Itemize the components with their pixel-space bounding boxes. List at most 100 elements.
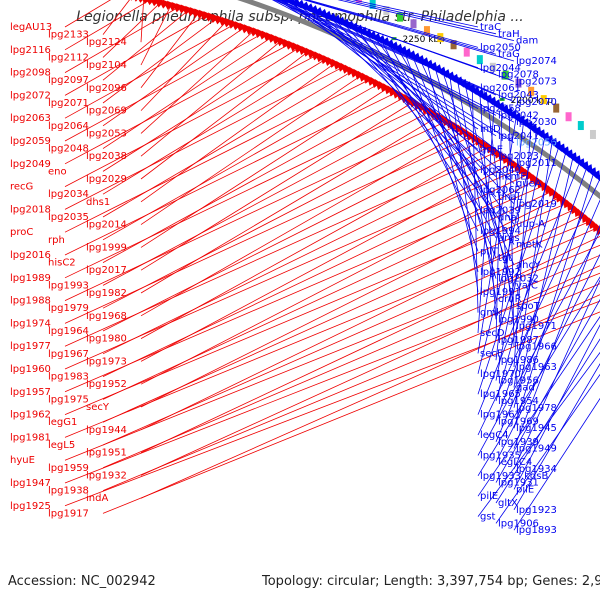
gene-label[interactable]: lpg1971	[516, 321, 557, 332]
gene-label[interactable]: secY	[86, 402, 110, 413]
gene-label[interactable]: lpg1964	[48, 326, 89, 337]
gene-label[interactable]: legG1	[48, 417, 77, 428]
reverse-gene[interactable]	[146, 0, 160, 7]
forward-gene[interactable]	[595, 173, 600, 186]
gene-label[interactable]: traC	[480, 22, 501, 33]
gene-label[interactable]: lpg1959	[48, 463, 89, 474]
reverse-gene[interactable]	[376, 79, 389, 93]
reverse-gene[interactable]	[210, 11, 223, 25]
gene-label[interactable]: grpE	[480, 144, 503, 155]
gene-label[interactable]: lpg2104	[86, 60, 127, 71]
reverse-gene[interactable]	[219, 14, 232, 28]
gene-label[interactable]: hyuE	[10, 455, 35, 466]
gene-label[interactable]: lpg1954	[498, 396, 539, 407]
gene-label[interactable]: lpg1987	[498, 335, 539, 346]
gene-label[interactable]: lpg1931	[498, 478, 539, 489]
reverse-gene[interactable]	[241, 21, 255, 35]
gene-label[interactable]: lpg1973	[86, 356, 127, 367]
gene-label[interactable]: lpg1944	[86, 425, 127, 436]
gene-label[interactable]: lpg2023	[498, 151, 539, 162]
reverse-gene[interactable]	[307, 47, 321, 61]
gene-label[interactable]: lpg1923	[516, 505, 557, 516]
reverse-gene[interactable]	[254, 26, 268, 40]
gene-label[interactable]: traG	[498, 49, 520, 60]
gene-label[interactable]: hemE	[498, 172, 527, 183]
gene-label[interactable]: lpg2044	[480, 63, 521, 74]
gene-label[interactable]: lpg1991	[480, 287, 521, 298]
gene-label[interactable]: lpg1977	[10, 341, 51, 352]
reverse-gene[interactable]	[200, 8, 214, 22]
reverse-gene[interactable]	[592, 222, 600, 235]
gene-label[interactable]: legC4	[480, 430, 509, 441]
gene-label[interactable]: lpg2078	[498, 70, 539, 81]
gene-label[interactable]: lpg2019	[516, 199, 557, 210]
gene-label[interactable]: lpg1988	[10, 296, 51, 307]
gene-label[interactable]: lpg2071	[48, 98, 89, 109]
gene-label[interactable]: gad	[516, 382, 535, 393]
reverse-gene[interactable]	[346, 64, 360, 78]
gene-label[interactable]: pilE	[516, 484, 534, 495]
gene-label[interactable]: lpg2096	[86, 83, 127, 94]
reverse-gene[interactable]	[182, 3, 196, 17]
gene-label[interactable]: lpg2043	[498, 90, 539, 101]
reverse-gene[interactable]	[350, 66, 364, 80]
reverse-gene[interactable]	[342, 62, 355, 76]
gene-label[interactable]: legAU13	[10, 22, 52, 33]
reverse-gene[interactable]	[298, 43, 312, 57]
gene-label[interactable]: lpg2018	[10, 204, 51, 215]
reverse-gene[interactable]	[380, 81, 393, 95]
gene-label[interactable]: legLC4	[498, 457, 532, 468]
reverse-gene[interactable]	[354, 68, 368, 82]
gene-label[interactable]: lpg1981	[10, 432, 51, 443]
gene-label[interactable]: lpg2035	[48, 212, 89, 223]
reverse-gene[interactable]	[272, 33, 286, 47]
gene-label[interactable]: lpg2042	[498, 110, 539, 121]
reverse-gene[interactable]	[329, 56, 342, 70]
reverse-gene[interactable]	[236, 20, 250, 34]
gene-label[interactable]: lpg2073	[516, 76, 557, 87]
gene-label[interactable]: oruR	[498, 294, 522, 305]
gene-label[interactable]: lpg1962	[10, 410, 51, 421]
gene-label[interactable]: lpg1978	[516, 403, 557, 414]
gene-label[interactable]: lpg2063	[10, 113, 51, 124]
gene-label[interactable]: lpg1969	[498, 416, 539, 427]
gene-label[interactable]: lpg1979	[48, 303, 89, 314]
gene-label[interactable]: lpg2030	[516, 117, 557, 128]
gene-label[interactable]: lpg1934	[516, 464, 557, 475]
gene-label[interactable]: lpg2048	[48, 144, 89, 155]
reverse-gene[interactable]	[311, 49, 325, 63]
reverse-gene[interactable]	[227, 17, 241, 31]
reverse-gene[interactable]	[438, 113, 451, 127]
gene-label[interactable]: proC	[10, 227, 33, 238]
gene-label[interactable]: intD	[480, 124, 501, 135]
gene-label[interactable]: gltX	[498, 498, 518, 509]
gene-label[interactable]: lpg2053	[86, 128, 127, 139]
gene-label[interactable]: vajC	[516, 280, 538, 291]
gene-label[interactable]: lpg2038	[86, 151, 127, 162]
gene-label[interactable]: lpg2050	[480, 42, 521, 53]
gene-label[interactable]: lpg1932	[86, 470, 127, 481]
gene-label[interactable]: lpg2133	[48, 30, 89, 41]
gene-label[interactable]: lpg2041	[498, 131, 539, 142]
gene-label[interactable]: lpg1982	[86, 288, 127, 299]
gene-label[interactable]: lpg1970	[480, 369, 521, 380]
reverse-gene[interactable]	[337, 60, 351, 74]
gene-label[interactable]: lpg2056	[516, 138, 557, 149]
reverse-gene[interactable]	[232, 18, 246, 32]
reverse-gene[interactable]	[187, 4, 201, 18]
gene-label[interactable]: gmk	[480, 308, 502, 319]
gene-label[interactable]: lpg1993	[48, 280, 89, 291]
gene-label[interactable]: traH	[498, 29, 520, 40]
reverse-gene[interactable]	[150, 0, 164, 8]
gene-label[interactable]: lpg1968	[86, 311, 127, 322]
gene-label[interactable]: ahcY	[516, 260, 541, 271]
gene-label[interactable]: lpg1974	[10, 318, 51, 329]
reverse-gene[interactable]	[363, 72, 377, 86]
gene-label[interactable]: lpg1975	[48, 394, 89, 405]
gene-label[interactable]: dhs1	[86, 197, 110, 208]
gene-label[interactable]: lpg2072	[10, 90, 51, 101]
gene-label[interactable]: lpg1992	[480, 267, 521, 278]
gene-label[interactable]: lpg1999	[86, 242, 127, 253]
reverse-gene[interactable]	[359, 70, 372, 84]
gene-label[interactable]: lpg2062	[480, 185, 521, 196]
